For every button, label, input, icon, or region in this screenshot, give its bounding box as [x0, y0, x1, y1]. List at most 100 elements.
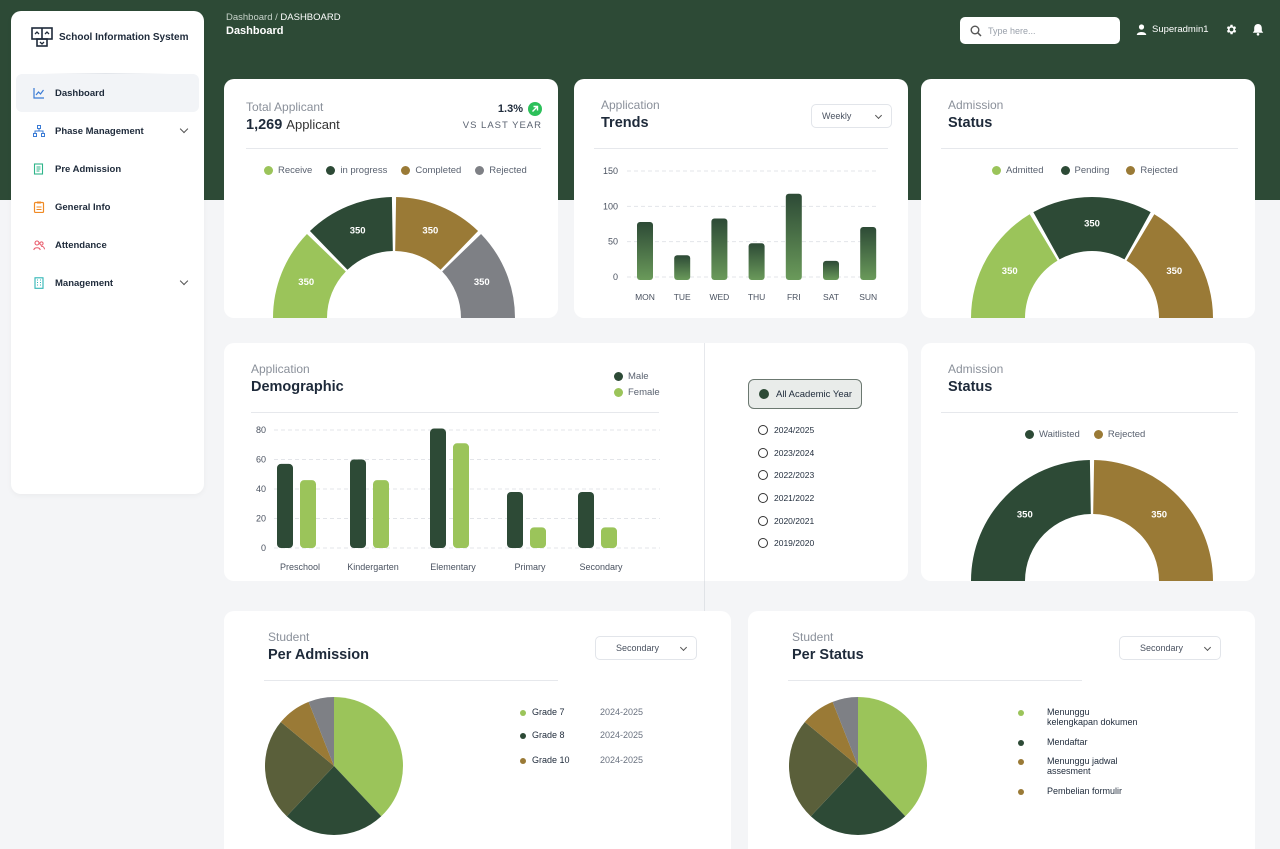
academic-year-option[interactable]: 2020/2021: [758, 509, 814, 532]
legend-label: Pending: [1074, 165, 1110, 176]
bar[interactable]: [748, 243, 765, 280]
pie-slice[interactable]: [858, 697, 927, 817]
pie-slice[interactable]: [265, 722, 334, 817]
bar[interactable]: [373, 480, 389, 548]
legend-label: in progress: [340, 165, 388, 176]
bar[interactable]: [300, 480, 316, 548]
bar[interactable]: [430, 428, 446, 548]
chevron-down-icon: [179, 124, 189, 134]
sidebar-item-attendance[interactable]: Attendance: [16, 226, 199, 264]
bar[interactable]: [823, 260, 839, 280]
pie-slice[interactable]: [280, 701, 334, 766]
pie-slice[interactable]: [804, 701, 858, 766]
donut-value-label: 350: [1017, 509, 1033, 520]
option-label: 2022/2023: [774, 470, 815, 481]
brand[interactable]: School Information System: [31, 26, 188, 48]
pie-slice[interactable]: [308, 697, 334, 766]
legend-swatch: [1060, 166, 1070, 175]
admission-status-card-2: Admission Status Waitlisted Rejected 350…: [921, 343, 1255, 581]
donut-segment[interactable]: [971, 214, 1058, 318]
radio-icon: [758, 447, 768, 458]
chart-legend: Male Female: [614, 368, 660, 400]
bar[interactable]: [785, 193, 802, 280]
donut-segment[interactable]: [442, 233, 515, 318]
change-label: VS LAST YEAR: [462, 120, 542, 131]
donut-segment[interactable]: [1093, 460, 1213, 581]
academic-year-option[interactable]: 2019/2020: [758, 532, 814, 555]
sidebar-item-dashboard[interactable]: Dashboard: [16, 74, 199, 112]
per-status-pie-chart: [789, 697, 927, 835]
academic-year-option[interactable]: 2021/2022: [758, 487, 814, 510]
card-divider: [246, 148, 541, 149]
sidebar-item-label: Dashboard: [55, 87, 105, 99]
academic-year-list: 2024/2025 2023/2024 2022/2023 2021/2022 …: [758, 419, 814, 555]
legend-item: Waitlisted: [1025, 429, 1080, 440]
legend-label: Female: [628, 386, 660, 398]
search-input[interactable]: [988, 25, 1108, 36]
donut-segment[interactable]: [1126, 214, 1213, 318]
legend-label: Male: [628, 370, 649, 382]
dropdown-value: Secondary: [616, 643, 660, 653]
chart-legend: Waitlisted Rejected: [1025, 429, 1145, 440]
card-title-top: Admission: [948, 98, 1004, 112]
pie-slice[interactable]: [286, 766, 382, 835]
bar[interactable]: [637, 222, 653, 280]
sidebar-item-pre-admission[interactable]: Pre Admission: [16, 150, 199, 188]
level-dropdown[interactable]: Secondary: [595, 636, 697, 660]
bar[interactable]: [578, 491, 594, 548]
legend-year: 2024-2025: [600, 730, 644, 740]
donut-segment[interactable]: [395, 197, 479, 270]
sidebar-item-general-info[interactable]: General Info: [16, 188, 199, 226]
pie-slice[interactable]: [789, 722, 858, 817]
sidebar-item-phase-management[interactable]: Phase Management: [16, 112, 199, 150]
level-dropdown[interactable]: Secondary: [1119, 636, 1221, 660]
bar[interactable]: [350, 459, 366, 549]
pie-slice[interactable]: [832, 697, 858, 766]
sidebar-item-management[interactable]: Management: [16, 264, 199, 302]
search-box[interactable]: [960, 17, 1120, 44]
x-tick-label: TUE: [674, 292, 691, 302]
bell-icon[interactable]: [1252, 23, 1264, 36]
donut-segment[interactable]: [273, 233, 346, 318]
donut-segment[interactable]: [309, 197, 393, 270]
donut-segment[interactable]: [1033, 197, 1151, 260]
academic-year-option[interactable]: 2022/2023: [758, 464, 814, 487]
donut-segment[interactable]: [971, 460, 1091, 581]
legend-swatch: [326, 166, 336, 175]
bar[interactable]: [674, 255, 691, 280]
y-tick-label: 0: [613, 272, 618, 282]
legend-item: Admitted: [992, 165, 1044, 176]
pie-slice[interactable]: [334, 697, 403, 817]
sidebar-nav: Dashboard Phase Management Pre Admission…: [16, 74, 199, 302]
academic-year-option[interactable]: 2024/2025: [758, 419, 814, 442]
legend-label: Menunggu jadwal assesment: [1047, 756, 1118, 776]
card-divider: [941, 412, 1238, 413]
card-divider: [788, 680, 1082, 681]
bar[interactable]: [860, 227, 877, 280]
bar[interactable]: [507, 491, 523, 548]
breadcrumb-parent[interactable]: Dashboard /: [226, 12, 278, 23]
user-menu[interactable]: Superadmin1: [1136, 24, 1209, 35]
academic-year-option[interactable]: 2023/2024: [758, 442, 814, 465]
document-icon: [33, 163, 44, 175]
pie-slice[interactable]: [810, 766, 906, 835]
bar[interactable]: [601, 527, 617, 548]
x-tick-label: Elementary: [430, 562, 476, 572]
bar[interactable]: [711, 218, 728, 280]
period-dropdown[interactable]: Weekly: [811, 104, 892, 128]
gear-icon[interactable]: [1225, 23, 1238, 36]
option-label: 2019/2020: [774, 538, 815, 549]
sidebar-item-label: Attendance: [55, 239, 107, 251]
legend-item: Completed: [401, 165, 461, 176]
x-tick-label: MON: [635, 292, 655, 302]
bar[interactable]: [530, 527, 546, 548]
x-tick-label: WED: [709, 292, 729, 302]
user-icon: [1136, 24, 1147, 35]
bar[interactable]: [453, 443, 469, 548]
legend-year: 2024-2025: [600, 755, 644, 765]
card-title-top: Student: [792, 630, 834, 644]
academic-year-filter-selected[interactable]: All Academic Year: [748, 379, 862, 409]
bar[interactable]: [277, 463, 293, 548]
card-title-top: Application: [601, 98, 660, 112]
school-logo-icon: [31, 27, 53, 47]
